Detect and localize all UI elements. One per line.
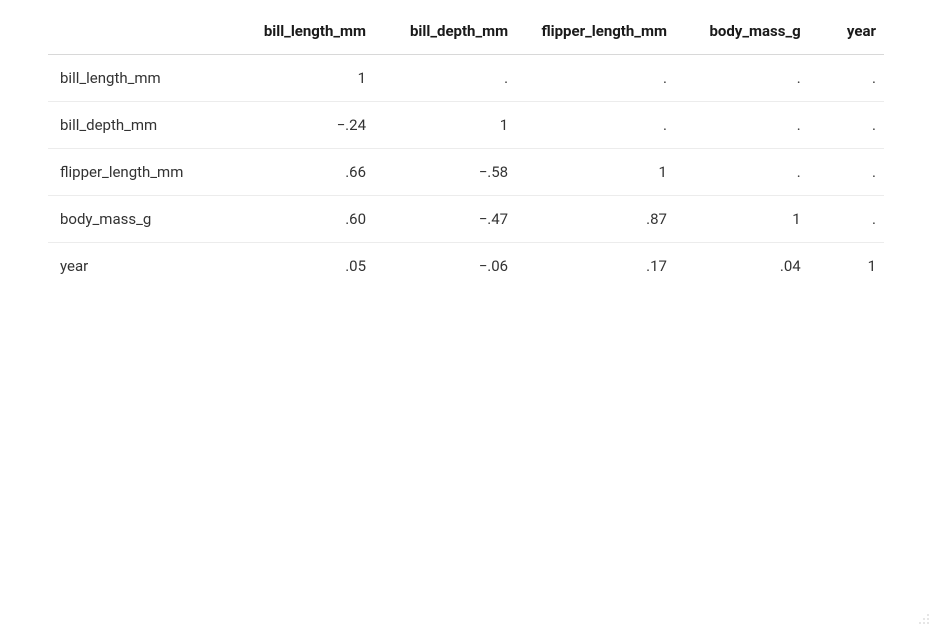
table-header-row: bill_length_mm bill_depth_mm flipper_len… <box>48 8 884 55</box>
table-cell: −.24 <box>232 102 374 149</box>
correlation-table: bill_length_mm bill_depth_mm flipper_len… <box>48 8 884 289</box>
table-cell: .17 <box>516 243 675 290</box>
table-cell: . <box>809 196 884 243</box>
table-cell: . <box>809 102 884 149</box>
table-header-col-3: flipper_length_mm <box>516 8 675 55</box>
table-row: bill_length_mm 1 . . . . <box>48 55 884 102</box>
table-header-col-4: body_mass_g <box>675 8 809 55</box>
correlation-table-container: bill_length_mm bill_depth_mm flipper_len… <box>0 0 932 289</box>
table-cell: −.58 <box>374 149 516 196</box>
table-cell: .87 <box>516 196 675 243</box>
table-cell: .05 <box>232 243 374 290</box>
table-row: bill_depth_mm −.24 1 . . . <box>48 102 884 149</box>
table-cell: . <box>675 149 809 196</box>
table-cell: .66 <box>232 149 374 196</box>
table-cell: . <box>675 55 809 102</box>
table-row: body_mass_g .60 −.47 .87 1 . <box>48 196 884 243</box>
table-cell: −.47 <box>374 196 516 243</box>
table-cell: 1 <box>232 55 374 102</box>
table-cell: . <box>374 55 516 102</box>
table-cell: . <box>516 55 675 102</box>
table-cell: . <box>516 102 675 149</box>
row-label: year <box>48 243 232 290</box>
table-header-col-1: bill_length_mm <box>232 8 374 55</box>
table-row: flipper_length_mm .66 −.58 1 . . <box>48 149 884 196</box>
table-header-col-2: bill_depth_mm <box>374 8 516 55</box>
table-cell: . <box>809 149 884 196</box>
row-label: bill_depth_mm <box>48 102 232 149</box>
row-label: bill_length_mm <box>48 55 232 102</box>
table-header-rowlabel <box>48 8 232 55</box>
table-cell: .60 <box>232 196 374 243</box>
table-header-col-5: year <box>809 8 884 55</box>
table-cell: .04 <box>675 243 809 290</box>
table-cell: . <box>675 102 809 149</box>
table-cell: 1 <box>374 102 516 149</box>
row-label: flipper_length_mm <box>48 149 232 196</box>
table-row: year .05 −.06 .17 .04 1 <box>48 243 884 290</box>
row-label: body_mass_g <box>48 196 232 243</box>
table-cell: 1 <box>675 196 809 243</box>
table-cell: 1 <box>809 243 884 290</box>
table-cell: . <box>809 55 884 102</box>
resize-grip-icon <box>916 611 930 625</box>
table-cell: 1 <box>516 149 675 196</box>
table-cell: −.06 <box>374 243 516 290</box>
